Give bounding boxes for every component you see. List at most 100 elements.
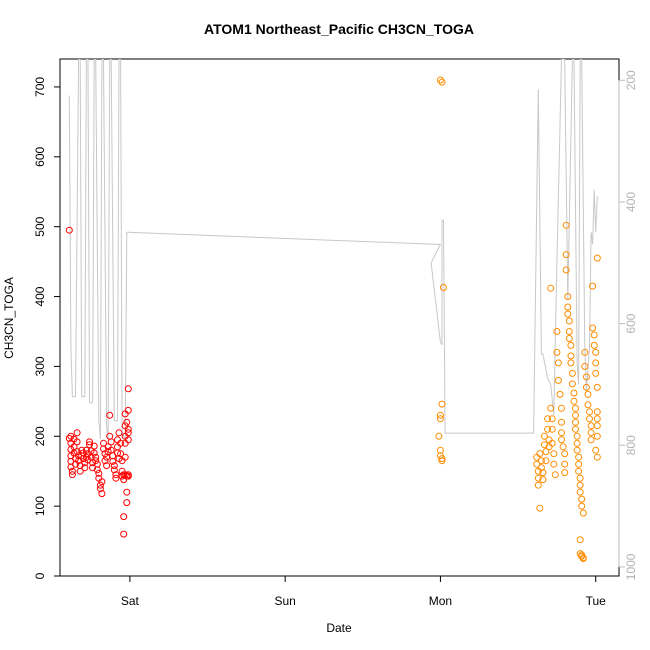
data-point <box>587 429 595 437</box>
data-point <box>567 352 575 360</box>
data-point <box>561 469 569 477</box>
data-point <box>581 348 589 356</box>
pressure-line-layer <box>68 59 598 440</box>
data-point <box>593 432 601 440</box>
data-point <box>438 78 446 86</box>
data-point <box>536 450 544 458</box>
data-point <box>534 474 542 482</box>
data-point <box>593 254 601 262</box>
pressure-line <box>68 59 598 440</box>
y2-tick-label: 600 <box>624 313 638 333</box>
data-point <box>539 476 547 484</box>
data-point <box>567 359 575 367</box>
data-point <box>438 457 446 465</box>
data-point <box>533 460 541 468</box>
data-point <box>576 474 584 482</box>
y2-tick-label: 800 <box>624 435 638 455</box>
data-point <box>581 362 589 370</box>
data-point <box>553 348 561 356</box>
data-point <box>435 432 443 440</box>
data-point <box>593 422 601 430</box>
data-point <box>582 373 590 381</box>
data-point <box>558 418 565 426</box>
data-points-layer <box>65 76 601 562</box>
x-axis-label: Date <box>326 621 352 635</box>
chart-title: ATOM1 Northeast_Pacific CH3CN_TOGA <box>204 21 474 37</box>
data-point <box>565 335 573 342</box>
y-tick-label: 100 <box>33 496 47 516</box>
data-point <box>561 450 569 458</box>
data-point <box>90 449 98 457</box>
data-point <box>586 408 593 416</box>
data-point <box>107 438 115 446</box>
data-point <box>436 411 444 419</box>
data-point <box>103 462 111 470</box>
data-point <box>592 348 600 356</box>
data-point <box>565 328 573 335</box>
data-point <box>117 450 125 458</box>
data-point <box>536 504 544 512</box>
data-point <box>575 453 583 461</box>
data-point <box>548 425 556 433</box>
data-point <box>579 555 587 562</box>
y2-tick-label: 1000 <box>624 553 638 580</box>
data-point <box>106 411 114 419</box>
data-point <box>578 502 586 510</box>
y2-tick-label: 200 <box>624 70 638 90</box>
data-point <box>586 415 593 423</box>
data-point <box>90 442 98 450</box>
data-point <box>548 439 556 447</box>
data-point <box>86 438 93 446</box>
y-axis-label: CH3CN_TOGA <box>2 277 16 359</box>
data-point <box>436 415 444 423</box>
data-point <box>81 464 89 472</box>
data-point <box>572 404 579 412</box>
data-point <box>73 438 81 446</box>
data-point <box>547 284 555 292</box>
series-1 <box>65 226 132 538</box>
data-point <box>73 429 81 437</box>
data-point <box>124 429 132 437</box>
data-point <box>582 383 590 391</box>
x-tick-label: Sat <box>121 594 140 608</box>
data-point <box>575 460 583 468</box>
data-point <box>124 436 132 444</box>
data-point <box>570 397 578 405</box>
data-point <box>124 425 132 433</box>
data-point <box>82 446 90 454</box>
data-point <box>562 266 570 274</box>
data-point <box>76 467 84 475</box>
data-point <box>123 499 131 507</box>
data-point <box>109 457 117 465</box>
data-point <box>573 439 581 447</box>
data-point <box>95 469 103 477</box>
data-point <box>575 467 583 475</box>
data-point <box>110 462 118 470</box>
data-point <box>436 76 444 84</box>
data-point <box>558 404 565 412</box>
data-point <box>542 448 550 456</box>
y-tick-label: 300 <box>33 356 47 376</box>
axes-layer: 0 100 200 300 400 500 600 700 Sat Sun Mon Tue 200 400… <box>33 70 638 608</box>
data-point <box>68 471 76 479</box>
data-point <box>542 457 550 465</box>
data-point <box>438 400 446 408</box>
y-tick-label: 600 <box>33 146 47 166</box>
data-point <box>550 450 558 458</box>
data-point <box>592 369 600 377</box>
data-point <box>544 415 552 423</box>
data-point <box>117 439 125 447</box>
data-point <box>115 429 123 437</box>
data-point <box>587 422 595 430</box>
data-point <box>593 383 601 391</box>
data-point <box>572 425 579 433</box>
data-point <box>86 441 93 449</box>
data-point <box>550 460 558 468</box>
data-point <box>570 389 578 397</box>
data-point <box>576 488 584 496</box>
data-point <box>579 509 587 517</box>
data-point <box>576 536 584 544</box>
data-point <box>572 411 579 419</box>
x-tick-label: Sun <box>274 594 295 608</box>
